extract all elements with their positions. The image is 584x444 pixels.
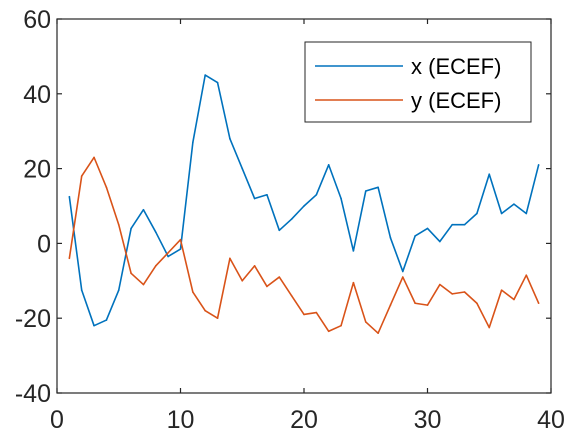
series-1-point xyxy=(216,81,219,84)
legend: x (ECEF) y (ECEF) xyxy=(304,41,532,123)
series-1-point xyxy=(253,197,256,200)
series-1-point xyxy=(93,324,95,327)
x-tick-label: 20 xyxy=(290,406,318,434)
series-2-point xyxy=(229,257,231,260)
series-1-point xyxy=(537,164,540,166)
series-2-point xyxy=(253,265,256,267)
y-tick-label: -20 xyxy=(15,305,51,333)
series-1-point xyxy=(364,190,367,192)
series-1-point xyxy=(377,186,379,189)
series-2-point xyxy=(216,317,219,320)
series-1-point xyxy=(315,193,318,196)
legend-label-1: x (ECEF) xyxy=(411,54,501,79)
x-tick-label: 0 xyxy=(50,406,64,434)
axes-layer: 0 10 20 30 40 -40 -20 0 20 40 60 xyxy=(15,6,565,434)
series-1-point xyxy=(513,203,515,205)
series-2-point xyxy=(402,276,404,278)
series-1-point xyxy=(192,141,194,144)
series-1-point xyxy=(117,289,120,291)
series-2-point xyxy=(80,175,83,177)
series-2-point xyxy=(488,326,491,329)
series-1-point xyxy=(167,255,169,258)
series-2-point xyxy=(68,257,71,260)
series-1-point xyxy=(327,164,330,166)
series-2-point xyxy=(426,304,429,306)
series-1-point xyxy=(290,218,293,220)
series-1-point xyxy=(80,289,83,291)
y-tick-label: -40 xyxy=(15,380,51,408)
series-1-point xyxy=(142,208,145,211)
series-1-point xyxy=(278,229,281,232)
series-2-point xyxy=(303,313,305,316)
series-1-point xyxy=(352,250,355,252)
series-2-point xyxy=(105,186,108,189)
y-tick-label: 0 xyxy=(37,230,51,258)
series-2-point xyxy=(142,283,145,286)
series-1-point xyxy=(179,248,182,250)
series-2-point xyxy=(537,302,540,305)
series-1-point xyxy=(389,236,392,239)
series-1-point xyxy=(204,74,206,76)
series-2-point xyxy=(476,302,478,305)
series-1-point xyxy=(155,231,157,233)
series-1-point xyxy=(426,227,429,230)
series-1-point xyxy=(241,167,244,170)
y-tick-label: 20 xyxy=(23,156,51,184)
series-2-point xyxy=(389,304,392,306)
series-2-point xyxy=(414,302,416,305)
series-2-point xyxy=(192,291,194,293)
series-2-point xyxy=(278,276,281,278)
series-2-point xyxy=(340,324,342,327)
series-2-point xyxy=(463,291,466,293)
series-2-point xyxy=(117,223,120,226)
series-1-point xyxy=(488,173,491,176)
legend-label-2: y (ECEF) xyxy=(411,88,501,113)
series-1-point xyxy=(414,235,416,237)
series-2-point xyxy=(179,238,182,241)
series-1-point xyxy=(476,212,478,215)
series-1-point xyxy=(68,195,71,198)
series-2-point xyxy=(525,274,528,276)
series-1-point xyxy=(105,319,108,321)
series-layer xyxy=(68,74,540,334)
series-2-point xyxy=(204,309,206,312)
y-tick-label: 60 xyxy=(23,6,51,34)
series-2-point xyxy=(377,332,379,334)
series-2-point xyxy=(155,265,157,267)
series-1-point xyxy=(463,223,466,226)
series-2-point xyxy=(130,272,132,275)
y-tick-label: 40 xyxy=(23,81,51,109)
series-1-point xyxy=(340,197,342,200)
series-2-point xyxy=(327,330,330,333)
series-1-point xyxy=(266,193,268,196)
series-2-point xyxy=(352,281,355,284)
series-1-point xyxy=(500,212,503,215)
series-1-point xyxy=(439,240,441,243)
series-2-point xyxy=(266,285,268,288)
series-1-point xyxy=(303,205,305,207)
series-2-point xyxy=(290,294,293,297)
series-2-point xyxy=(315,311,318,314)
x-tick-label: 40 xyxy=(537,406,565,434)
series-2-point xyxy=(241,280,244,282)
series-2-point xyxy=(93,156,95,159)
series-1-point xyxy=(525,212,528,215)
legend-box xyxy=(304,41,532,123)
series-1-point xyxy=(402,270,404,273)
series-2-point xyxy=(451,293,454,295)
series-2-point xyxy=(439,283,441,286)
series-1-point xyxy=(229,137,231,140)
series-1-point xyxy=(451,223,454,226)
series-2-point xyxy=(167,251,169,254)
series-2-point xyxy=(500,289,503,291)
series-2-point xyxy=(513,298,515,301)
series-2-point xyxy=(364,321,367,323)
x-tick-label: 10 xyxy=(167,406,195,434)
x-tick-label: 30 xyxy=(414,406,442,434)
series-1-point xyxy=(130,227,132,230)
